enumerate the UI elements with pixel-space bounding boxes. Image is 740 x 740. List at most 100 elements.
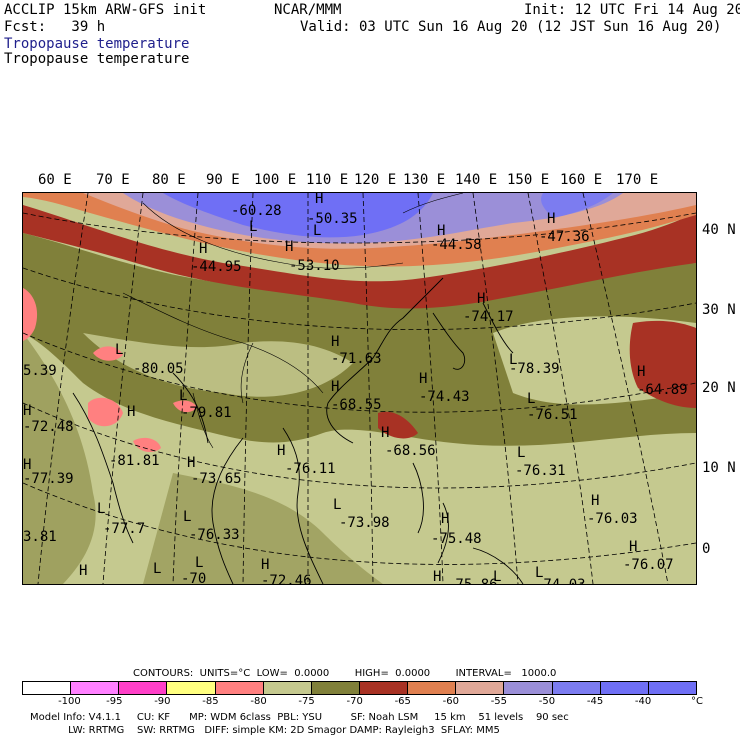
- init-time: Init: 12 UTC Fri 14 Aug 20: [524, 2, 740, 18]
- colorbar-swatch: [215, 682, 264, 694]
- map-canvas: -60.28 -50.35 -44.95 -53.10 -44.58 -47.36 -74.…: [23, 193, 696, 584]
- tropopause-temperature-map: -60.28 -50.35 -44.95 -53.10 -44.58 -47.36 -74.…: [22, 192, 697, 585]
- value-label: -60.28: [231, 203, 282, 219]
- band-dark-red: [23, 205, 696, 309]
- colorbar-swatch: [71, 682, 120, 694]
- colorbar-tick: -60: [442, 696, 459, 707]
- lon-label: 130 E: [403, 172, 446, 188]
- value-labels: -60.28 -50.35 -44.95 -53.10 -44.58 -47.36 -74.…: [23, 193, 688, 584]
- lon-label: 140 E: [455, 172, 498, 188]
- colorbar-swatch: [504, 682, 553, 694]
- colorbar-tick: -70: [346, 696, 363, 707]
- lon-label: 110 E: [306, 172, 349, 188]
- colorbar-tick: °C: [691, 696, 703, 707]
- model-info-line2: LW: RRTMG SW: RRTMG DIFF: simple KM: 2D …: [30, 725, 500, 736]
- value-label: -73.65: [191, 471, 242, 487]
- value-label: -44.58: [431, 237, 482, 253]
- colorbar-swatch: [408, 682, 457, 694]
- value-label: -44.95: [191, 259, 242, 275]
- high-mark: H: [419, 371, 427, 387]
- colorbar-tick: -85: [202, 696, 219, 707]
- low-mark: L: [183, 509, 191, 525]
- colorbar-tick: -75: [298, 696, 315, 707]
- lon-label: 100 E: [254, 172, 297, 188]
- value-label: -70: [181, 571, 206, 584]
- lat-label: 30 N: [702, 302, 736, 318]
- low-mark: L: [313, 223, 321, 239]
- band-salmon-3: [133, 437, 161, 453]
- coastlines: [72, 277, 524, 584]
- low-mark: L: [535, 565, 543, 581]
- colorbar-tick: -95: [106, 696, 123, 707]
- value-label: 5.39: [23, 363, 57, 379]
- value-label: -64.89: [637, 382, 688, 398]
- high-mark: H: [23, 457, 31, 473]
- colorbar-swatch: [263, 682, 312, 694]
- high-mark: H: [285, 239, 293, 255]
- value-label: -77.7: [103, 521, 145, 537]
- value-label: -47.36: [539, 229, 590, 245]
- value-label: -71.63: [331, 351, 382, 367]
- lon-label: 70 E: [96, 172, 130, 188]
- value-label: -76.11: [285, 461, 336, 477]
- colorbar-tick: -100: [58, 696, 81, 707]
- band-dark-olive-south: [143, 473, 383, 584]
- forecast-hour: Fcst: 39 h: [4, 19, 106, 35]
- band-salmon-2: [88, 397, 123, 427]
- high-mark: H: [277, 443, 285, 459]
- value-label: -80.05: [133, 361, 184, 377]
- high-mark: H: [437, 223, 445, 239]
- colorbar-swatch: [359, 682, 409, 694]
- high-mark: H: [127, 404, 135, 420]
- high-mark: H: [591, 493, 599, 509]
- colorbar-tick: -45: [586, 696, 604, 707]
- lat-label: 40 N: [702, 222, 736, 238]
- value-label: -73.98: [339, 515, 390, 531]
- value-label: 3.81: [23, 529, 57, 545]
- band-blue: [163, 193, 433, 238]
- field-title-black: Tropopause temperature: [4, 51, 190, 67]
- colorbar-swatch: [552, 682, 601, 694]
- lat-label: 10 N: [702, 460, 736, 476]
- colorbar: [22, 681, 697, 695]
- colorbar-swatch: [311, 682, 360, 694]
- high-mark: H: [199, 241, 207, 257]
- value-label: -74.43: [419, 389, 470, 405]
- lon-label: 150 E: [507, 172, 550, 188]
- low-mark: L: [517, 445, 525, 461]
- model-info-line1: Model Info: V4.1.1 CU: KF MP: WDM 6class…: [30, 712, 569, 723]
- low-mark: L: [195, 555, 203, 571]
- lon-label: 120 E: [354, 172, 397, 188]
- value-label: -68.56: [385, 443, 436, 459]
- value-label: -53.10: [289, 258, 340, 274]
- lon-label: 170 E: [616, 172, 659, 188]
- high-mark: H: [441, 511, 449, 527]
- valid-time: Valid: 03 UTC Sun 16 Aug 20 (12 JST Sun …: [300, 19, 722, 35]
- value-label: -76.51: [527, 407, 578, 423]
- colorbar-tick: -55: [490, 696, 508, 707]
- high-mark: H: [315, 193, 323, 207]
- value-label: -76.07: [623, 557, 674, 573]
- value-label: -74.17: [463, 309, 514, 325]
- colorbar-swatch: [119, 682, 168, 694]
- low-mark: L: [179, 388, 187, 404]
- high-mark: H: [637, 364, 645, 380]
- low-mark: L: [153, 561, 161, 577]
- high-mark: H: [187, 455, 195, 471]
- contours-info: CONTOURS: UNITS=°C LOW= 0.0000 HIGH= 0.0…: [133, 668, 557, 679]
- low-mark: L: [493, 569, 501, 584]
- high-mark: H: [79, 563, 87, 579]
- colorbar-swatch: [600, 682, 649, 694]
- colorbar-tick: -40: [634, 696, 652, 707]
- high-mark: H: [433, 569, 441, 584]
- low-mark: L: [527, 391, 535, 407]
- value-label: -81.81: [109, 453, 160, 469]
- value-label: -77.39: [23, 471, 74, 487]
- colorbar-swatch: [648, 682, 696, 694]
- colorbar-swatch: [167, 682, 216, 694]
- lon-label: 90 E: [206, 172, 240, 188]
- band-salmon-4: [173, 400, 197, 413]
- colorbar-tick: -80: [250, 696, 267, 707]
- low-mark: L: [249, 219, 257, 235]
- value-label: -76.33: [189, 527, 240, 543]
